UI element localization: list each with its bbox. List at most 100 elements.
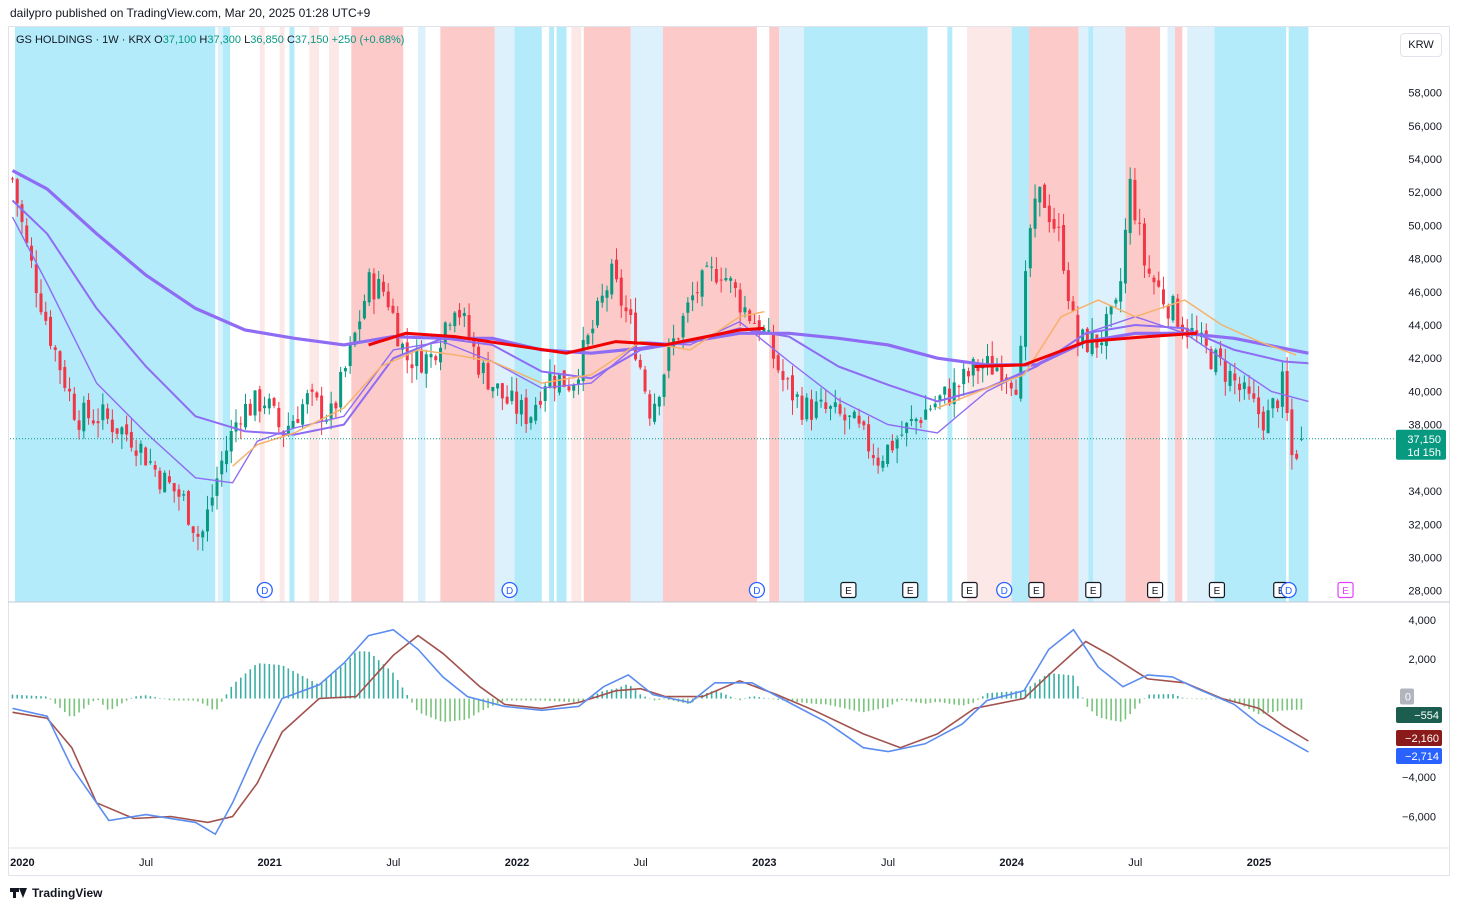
histogram-bar [292,670,294,699]
histogram-bar [915,698,917,703]
candle [87,393,91,425]
histogram-bar [135,696,137,699]
candle [258,385,262,423]
candle [924,395,928,420]
currency-button[interactable]: KRW [1400,33,1442,57]
candle-body [1038,186,1042,203]
histogram-bar [815,698,818,704]
candle [367,268,371,306]
candle [120,426,124,450]
histogram-bar [958,698,960,706]
candle [1138,208,1142,236]
candle [272,396,276,409]
histogram-bar [1162,694,1165,699]
candle [600,283,604,308]
candle-body [900,434,904,436]
candle-body [343,368,347,372]
candle-body [1062,225,1066,271]
candle-body [424,354,428,374]
candle [1019,335,1023,402]
candle-body [301,404,305,425]
histogram-bar [163,698,166,700]
histogram-bar [182,698,185,701]
candle-body [748,310,752,322]
candle-body [305,393,309,405]
histogram-bar [482,698,485,711]
macd-histogram [11,651,1303,722]
histogram-bar [943,698,946,703]
histogram-bar [316,683,318,699]
candle-body [25,225,29,243]
candle [1028,224,1032,278]
histogram-bar [1281,698,1284,711]
candle-body [1033,198,1037,229]
candle [733,279,737,298]
histogram-bar [220,698,223,702]
histogram-bar [11,694,14,699]
candle-body [719,279,723,281]
candle [947,378,951,406]
candle [852,409,856,419]
histogram-bar [996,692,998,699]
macd-line [12,628,1309,836]
candle-body [995,367,999,372]
candle-body [862,421,866,426]
candle-body [53,347,57,350]
earnings-marker [1146,581,1164,599]
candle [619,269,623,318]
candle-body [824,402,828,409]
histogram-bar [1172,694,1174,699]
earnings-marker-label: E [1152,586,1159,597]
candle-body [981,367,985,369]
histogram-bar [663,698,665,700]
signal-band [1093,27,1126,602]
candle [1119,268,1123,313]
histogram-bar [339,667,342,699]
legend-symbol: GS HOLDINGS · 1W · KRX [16,34,152,46]
histogram-bar [639,694,642,699]
histogram-bar [1143,698,1146,699]
histogram-bar [301,675,304,699]
candle-body [515,391,519,414]
time-axis-label: 2023 [752,857,776,869]
histogram-bar [311,681,313,699]
zero-badge [1400,688,1414,705]
candle [106,403,110,425]
tradingview-footer[interactable]: TradingView [10,886,102,900]
histogram-bar [530,698,532,701]
candle [310,383,314,406]
candle [1057,213,1061,242]
candle-body [144,447,148,466]
candle [72,386,76,422]
histogram-bar [1015,691,1017,699]
candle [410,351,414,384]
histogram-bar [1072,675,1074,699]
candle [643,365,647,394]
candle [348,336,352,374]
candle-body [914,418,918,422]
histogram-bar [168,698,171,701]
candle-body [676,338,680,340]
histogram-bar [325,678,328,699]
candle-body [329,403,333,419]
candle-body [800,395,804,420]
candle [581,326,585,392]
candle [163,470,167,493]
footer-brand: TradingView [32,886,103,900]
candle-body [695,292,699,294]
candle [1014,379,1018,396]
candle-body [600,295,604,303]
histogram-bar [791,698,794,702]
histogram-bar [1295,698,1298,710]
candle [167,470,171,484]
time-axis-label: 2020 [10,857,34,869]
candle [239,416,243,440]
histogram-bar [387,668,390,699]
histogram-bar [463,698,466,720]
candle-body [643,369,647,392]
symbol-legend[interactable]: GS HOLDINGS · 1W · KRX O37,100 H37,300 L… [16,34,404,46]
histogram-bar [668,698,670,700]
signal-line [12,634,1309,824]
candle [1233,362,1237,395]
